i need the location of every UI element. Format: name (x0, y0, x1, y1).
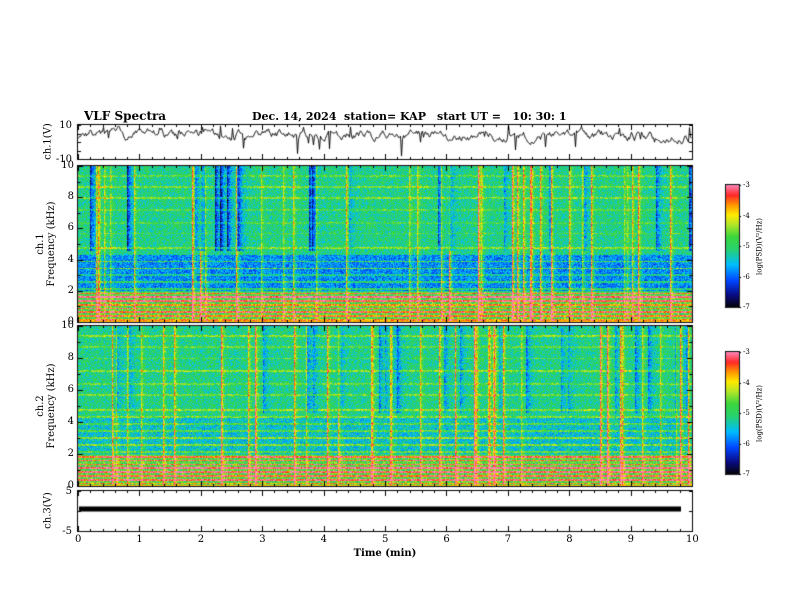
spec1-ytick-label: 10 (61, 160, 74, 171)
spec1-ytick-label: 6 (67, 222, 74, 234)
x-tick-label: 6 (443, 534, 450, 545)
x-tick-label: 0 (75, 534, 82, 545)
spec1-ytick-label: 4 (67, 253, 74, 265)
spec2-ytick-label: 10 (61, 320, 74, 331)
spec2-ytick-label: 4 (67, 416, 74, 427)
colorbar-1-tick-label: -5 (743, 242, 750, 250)
colorbar-2-tick-label: -6 (743, 439, 750, 448)
ch2-spectrogram-canvas (78, 326, 692, 486)
colorbar-1-tick-label: -3 (743, 181, 750, 189)
x-tick-label: 9 (627, 534, 634, 545)
colorbar-2-tick-label: -4 (743, 378, 750, 387)
ch3-waveform-canvas (78, 491, 692, 531)
colorbar-2-tick-label: -5 (743, 409, 750, 417)
colorbar-1-label: log(PSD)(V²/Hz) (755, 187, 766, 307)
colorbar-1-label-text: log(PSD)(V²/Hz) (755, 218, 764, 275)
spec1-ytick-label: 0 (67, 316, 74, 327)
x-tick-label: 10 (686, 534, 699, 545)
plot-title: VLF Spectra (84, 109, 167, 123)
x-tick-label: 7 (504, 534, 512, 545)
ch1-spectrogram-canvas (78, 166, 692, 322)
plot-date: Dec. 14, 2024 (252, 110, 337, 123)
colorbar-2-canvas (726, 352, 739, 474)
station-label: station= KAP (344, 110, 426, 123)
x-axis-label: Time (min) (353, 548, 417, 559)
colorbar-1-tick-label: -4 (743, 211, 750, 220)
x-tick-label: 2 (197, 534, 205, 545)
colorbar-2-tick-label: -3 (743, 348, 750, 356)
x-tick-label: 3 (259, 534, 266, 545)
x-tick-label: 4 (320, 534, 327, 545)
colorbar-1-tick-label: -6 (743, 272, 750, 281)
ch3-ytick-label: 5 (65, 486, 72, 497)
ch1-channel-label: ch.1 (35, 233, 46, 255)
x-tick-label: 5 (382, 534, 389, 545)
ch3-voltage-ylabel: ch.3(V) (43, 451, 54, 571)
ch3-voltage-ylabel-text: ch.3(V) (42, 492, 54, 529)
spec2-ytick-label: 0 (67, 480, 74, 491)
ch3-ytick-label: -5 (62, 526, 72, 537)
spec1-ytick-label: 8 (67, 191, 74, 203)
x-tick-label: 8 (566, 534, 573, 545)
start-ut-label: start UT = 10: 30: 1 (437, 110, 567, 123)
colorbar-1-tick-label: -7 (743, 303, 750, 311)
spec2-ytick-label: 6 (67, 384, 74, 395)
spec2-ytick-label: 8 (67, 352, 74, 363)
colorbar-2-label: log(PSD)(V²/Hz) (755, 354, 766, 474)
colorbar-2-label-text: log(PSD)(V²/Hz) (755, 385, 764, 442)
spec2-ytick-label: 2 (67, 448, 74, 459)
ch1-ytick-label: 10 (59, 120, 72, 131)
spec1-ytick-label: 2 (67, 284, 74, 296)
colorbar-2-tick-label: -7 (743, 470, 750, 478)
ch1-waveform-canvas (78, 125, 692, 159)
x-tick-label: 1 (136, 534, 143, 545)
ch1-ytick-label: -10 (55, 154, 72, 165)
colorbar-1-canvas (726, 185, 739, 307)
